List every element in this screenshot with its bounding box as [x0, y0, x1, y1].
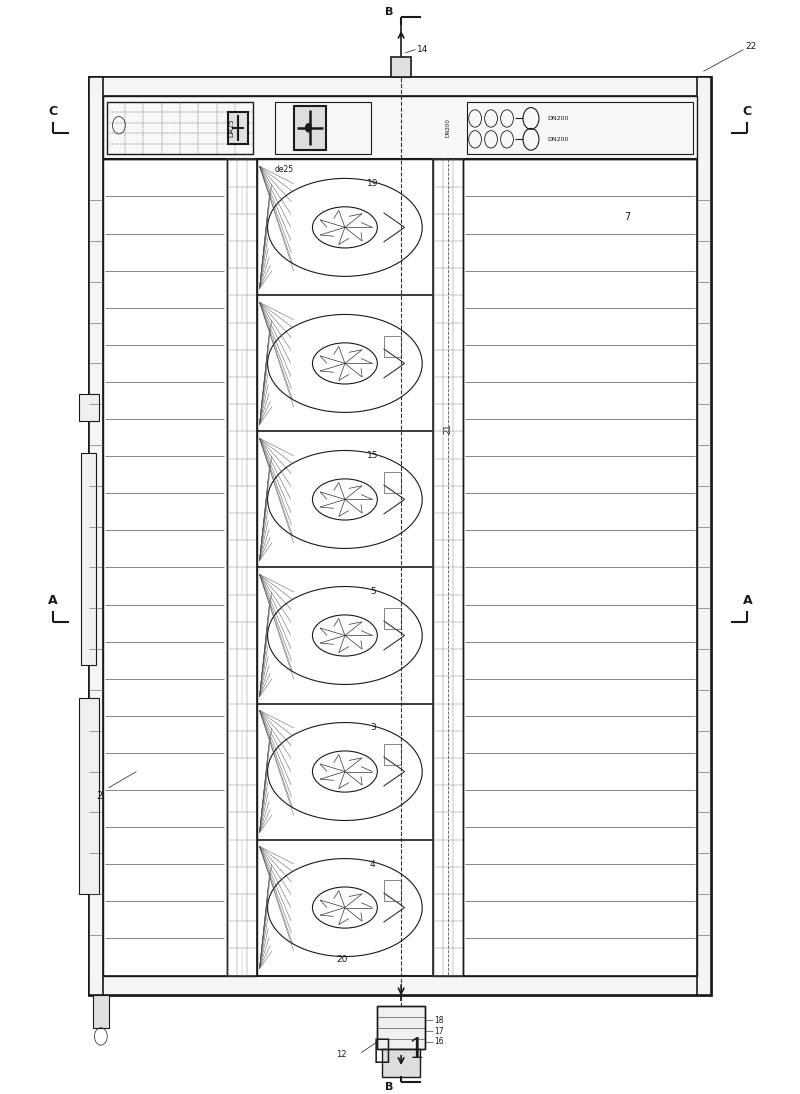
- Text: 17: 17: [434, 1026, 444, 1036]
- Bar: [89, 77, 103, 996]
- Text: DN200: DN200: [547, 137, 568, 142]
- Bar: [78, 395, 98, 420]
- Bar: [433, 160, 463, 976]
- Text: 21: 21: [443, 423, 453, 434]
- Bar: [103, 96, 697, 160]
- Text: B: B: [385, 7, 394, 18]
- Bar: [697, 77, 711, 996]
- Bar: [93, 996, 109, 1027]
- Text: 5: 5: [370, 587, 376, 596]
- Bar: [391, 57, 411, 77]
- Bar: [294, 106, 326, 150]
- Text: 22: 22: [746, 42, 757, 50]
- Bar: [107, 102, 253, 154]
- Bar: [274, 102, 371, 154]
- Bar: [383, 608, 401, 629]
- Text: 16: 16: [434, 1037, 444, 1046]
- Bar: [383, 336, 401, 357]
- Text: 12: 12: [336, 1050, 346, 1059]
- Bar: [82, 453, 96, 665]
- Text: 7: 7: [624, 211, 630, 221]
- Text: 19: 19: [367, 179, 378, 188]
- Circle shape: [306, 124, 312, 132]
- Text: 2: 2: [97, 791, 102, 801]
- Text: DA25: DA25: [228, 118, 234, 137]
- Text: 3: 3: [370, 723, 376, 733]
- Bar: [228, 112, 248, 144]
- Text: A: A: [742, 594, 752, 607]
- Bar: [89, 77, 711, 96]
- Text: 4: 4: [370, 860, 375, 869]
- Text: 图  1: 图 1: [374, 1037, 426, 1063]
- Text: C: C: [743, 105, 752, 118]
- Text: A: A: [48, 594, 58, 607]
- Bar: [383, 881, 401, 900]
- Text: 15: 15: [367, 452, 378, 461]
- Bar: [103, 160, 226, 976]
- Bar: [467, 102, 693, 154]
- Text: 20: 20: [336, 955, 347, 964]
- Bar: [257, 160, 433, 976]
- Bar: [463, 160, 697, 976]
- Bar: [383, 473, 401, 492]
- Bar: [226, 160, 257, 976]
- Bar: [377, 1006, 425, 1049]
- Bar: [89, 976, 711, 996]
- Bar: [89, 77, 711, 996]
- Bar: [377, 1006, 425, 1049]
- Text: DN200: DN200: [446, 118, 450, 137]
- Text: de25: de25: [274, 165, 294, 174]
- Text: 18: 18: [434, 1015, 444, 1025]
- Bar: [383, 744, 401, 765]
- Text: 14: 14: [417, 45, 429, 54]
- Text: C: C: [48, 105, 57, 118]
- Text: B: B: [385, 1082, 394, 1092]
- Text: DN200: DN200: [547, 116, 568, 121]
- Bar: [78, 698, 98, 894]
- Bar: [382, 1049, 420, 1076]
